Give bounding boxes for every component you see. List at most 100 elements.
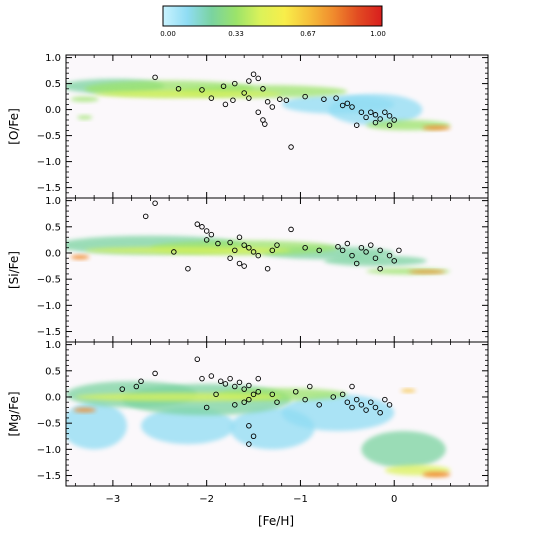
panel-frame	[65, 341, 489, 487]
density-region	[281, 95, 395, 114]
data-point	[349, 404, 355, 411]
observation-points	[119, 356, 393, 447]
data-point	[368, 242, 374, 248]
data-point	[152, 200, 158, 206]
data-point	[260, 86, 266, 92]
data-point	[377, 409, 383, 416]
data-point	[232, 247, 238, 254]
data-point	[227, 255, 233, 261]
data-point	[358, 244, 365, 251]
y-tick-label: 1.0	[45, 196, 61, 207]
data-point	[152, 74, 158, 81]
y-tick-label: 0.5	[45, 222, 61, 233]
data-point	[264, 265, 271, 272]
y-axis-label: [Si/Fe]	[7, 251, 21, 289]
data-point	[269, 391, 276, 398]
data-point	[288, 144, 294, 150]
data-point	[255, 375, 261, 382]
data-point	[255, 388, 261, 395]
panel-mg-fe: 1.0 0.5 0.0 −0.5 −1.0 −1.5 [Mg/Fe]	[7, 340, 489, 487]
x-axis-label: [Fe/H]	[258, 514, 294, 528]
x-tick-label: 0	[391, 494, 397, 505]
data-point	[227, 239, 233, 246]
data-point	[274, 399, 280, 405]
y-tick-label: −1.5	[37, 183, 61, 194]
data-point	[386, 402, 393, 408]
colorbar: 0.00 0.33 0.67 1.00	[160, 5, 386, 38]
data-point	[344, 240, 351, 247]
data-point	[246, 95, 252, 101]
data-point	[386, 113, 393, 119]
data-point	[152, 370, 158, 377]
data-point	[199, 87, 205, 93]
data-point	[372, 404, 379, 411]
data-point	[302, 396, 308, 403]
data-point	[391, 117, 397, 123]
data-point	[246, 423, 252, 429]
data-point	[230, 97, 236, 103]
colorbar-tick-label: 0.67	[300, 30, 316, 38]
data-point	[368, 109, 374, 115]
data-point	[203, 237, 210, 243]
data-point	[194, 221, 201, 227]
data-point	[349, 104, 355, 110]
density-region	[70, 96, 99, 102]
data-point	[175, 86, 182, 92]
data-point	[386, 122, 393, 128]
data-point	[321, 96, 327, 102]
data-point	[217, 378, 224, 385]
y-tick-label: 0.0	[45, 105, 61, 116]
data-point	[241, 399, 247, 405]
data-point	[222, 101, 229, 108]
data-point	[353, 260, 360, 267]
y-tick-label: 0.0	[45, 248, 61, 259]
colorbar-tick-label: 1.00	[370, 30, 386, 38]
y-tick-label: −0.5	[37, 419, 61, 430]
density-region	[400, 389, 416, 393]
observation-points	[142, 200, 402, 272]
density-region	[281, 394, 395, 432]
data-point	[344, 100, 351, 107]
data-point	[185, 265, 191, 272]
y-tick-label: −0.5	[37, 275, 61, 286]
x-tick-label: −3	[106, 494, 121, 505]
data-point	[138, 378, 144, 385]
data-point	[307, 383, 313, 390]
density-region	[73, 407, 97, 413]
density-region	[361, 431, 446, 468]
density-region	[70, 255, 90, 260]
y-tick-label: −1.0	[37, 445, 61, 456]
data-point	[232, 80, 238, 87]
data-point	[262, 121, 268, 127]
data-point	[372, 119, 379, 126]
data-point	[250, 433, 257, 440]
density-region	[66, 402, 127, 450]
y-tick-label: 0.0	[45, 392, 61, 403]
y-tick-label: −1.5	[37, 327, 61, 338]
data-point	[119, 386, 126, 392]
data-point	[220, 83, 227, 89]
data-point	[335, 243, 341, 250]
data-point	[246, 396, 252, 403]
panel-si-fe: 1.0 0.5 0.0 −0.5 −1.0 −1.5 [Si/Fe]	[7, 196, 489, 343]
data-point	[344, 399, 351, 405]
data-point	[372, 255, 379, 261]
data-point	[277, 96, 283, 102]
data-point	[396, 247, 402, 254]
data-point	[171, 249, 177, 255]
data-point	[377, 247, 383, 254]
data-point	[363, 249, 369, 255]
data-point	[382, 109, 388, 115]
observation-points	[152, 71, 397, 150]
data-point	[302, 244, 308, 251]
data-point	[353, 396, 360, 403]
data-point	[288, 226, 294, 233]
data-point	[213, 391, 219, 398]
colorbar-tick-label: 0.00	[160, 30, 176, 38]
data-point	[363, 114, 369, 121]
y-tick-label: −1.5	[37, 471, 61, 482]
data-point	[133, 383, 140, 390]
data-point	[339, 391, 346, 398]
density-region	[408, 270, 446, 274]
data-point	[283, 97, 290, 103]
